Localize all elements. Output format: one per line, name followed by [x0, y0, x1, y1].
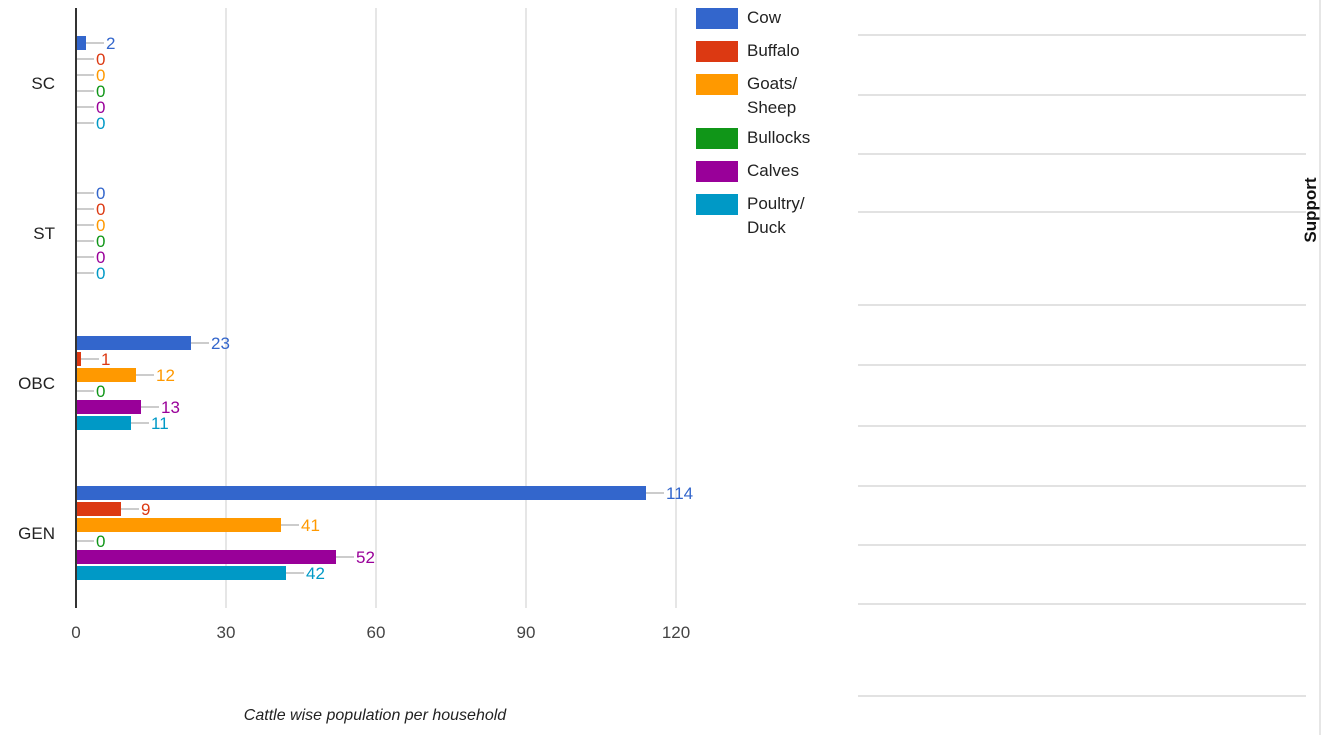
category-label: OBC — [18, 374, 55, 393]
data-label: 0 — [96, 50, 105, 69]
category-label: ST — [33, 224, 55, 243]
data-label: 13 — [161, 398, 180, 417]
data-label: 0 — [96, 264, 105, 283]
legend-item: Goats/ Sheep — [696, 74, 837, 120]
x-tick-label: 30 — [217, 623, 236, 642]
legend-swatch — [696, 8, 738, 29]
x-tick-label: 60 — [367, 623, 386, 642]
panel-rule — [858, 485, 1306, 487]
bar — [76, 368, 136, 382]
bar — [76, 566, 286, 580]
legend-swatch — [696, 74, 738, 95]
legend-label: Poultry/ Duck — [747, 194, 805, 237]
x-axis-title: Cattle wise population per household — [243, 707, 507, 724]
data-label: 0 — [96, 66, 105, 85]
panel-rule — [858, 34, 1306, 36]
legend-swatch — [696, 194, 738, 215]
data-label: 0 — [96, 248, 105, 267]
bar — [76, 36, 86, 50]
legend-item: Buffalo — [696, 41, 837, 63]
legend-swatch — [696, 41, 738, 62]
legend-label: Buffalo — [747, 41, 800, 60]
panel-rule — [858, 153, 1306, 155]
data-label: 0 — [96, 200, 105, 219]
data-label: 0 — [96, 532, 105, 551]
data-label: 11 — [151, 414, 169, 433]
panel-rule — [858, 364, 1306, 366]
legend-item: Cow — [696, 8, 837, 30]
data-label: 0 — [96, 114, 105, 133]
support-title: Support — [1301, 177, 1320, 243]
panel-rule — [858, 94, 1306, 96]
panel-rule — [858, 304, 1306, 306]
category-label: GEN — [18, 524, 55, 543]
data-label: 41 — [301, 516, 320, 535]
panel-divider — [1319, 0, 1321, 735]
legend-label: Cow — [747, 8, 782, 27]
data-label: 0 — [96, 216, 105, 235]
x-tick-label: 90 — [517, 623, 536, 642]
data-label: 0 — [96, 184, 105, 203]
data-label: 114 — [666, 484, 693, 503]
bar — [76, 502, 121, 516]
panel-rule — [858, 211, 1306, 213]
x-tick-label: 120 — [662, 623, 690, 642]
data-label: 52 — [356, 548, 375, 567]
x-tick-labels: 0 30 60 90 120 — [71, 623, 690, 642]
bar — [76, 352, 81, 366]
bar — [76, 518, 281, 532]
data-label: 9 — [141, 500, 150, 519]
panel-rule — [858, 603, 1306, 605]
legend-label: Calves — [747, 161, 799, 180]
data-label: 0 — [96, 82, 105, 101]
panel-rule — [858, 695, 1306, 697]
data-label: 1 — [101, 350, 110, 369]
legend-item: Bullocks — [696, 128, 837, 150]
category-label: SC — [31, 74, 55, 93]
legend-swatch — [696, 161, 738, 182]
panel-rule — [858, 544, 1306, 546]
data-label: 0 — [96, 232, 105, 251]
data-label: 0 — [96, 382, 105, 401]
data-label: 12 — [156, 366, 175, 385]
bar — [76, 416, 131, 430]
category-labels: SC ST OBC GEN — [18, 74, 55, 543]
bar — [76, 550, 336, 564]
legend-swatch — [696, 128, 738, 149]
bar — [76, 486, 646, 500]
data-label: 23 — [211, 334, 230, 353]
legend-item: Calves — [696, 161, 837, 183]
bars — [76, 36, 646, 580]
legend-label: Bullocks — [747, 128, 811, 147]
data-label: 42 — [306, 564, 325, 583]
gridlines — [225, 8, 677, 608]
panel-rule — [858, 425, 1306, 427]
data-label: 0 — [96, 98, 105, 117]
legend-item: Poultry/ Duck — [696, 194, 837, 240]
legend-label: Goats/ Sheep — [747, 74, 798, 117]
bar — [76, 336, 191, 350]
data-label: 2 — [106, 34, 115, 53]
legend: Cow Buffalo Goats/ Sheep Bullocks Calves Poul… — [696, 8, 837, 248]
support-panel — [858, 0, 1306, 735]
bar — [76, 400, 141, 414]
x-tick-label: 0 — [71, 623, 80, 642]
